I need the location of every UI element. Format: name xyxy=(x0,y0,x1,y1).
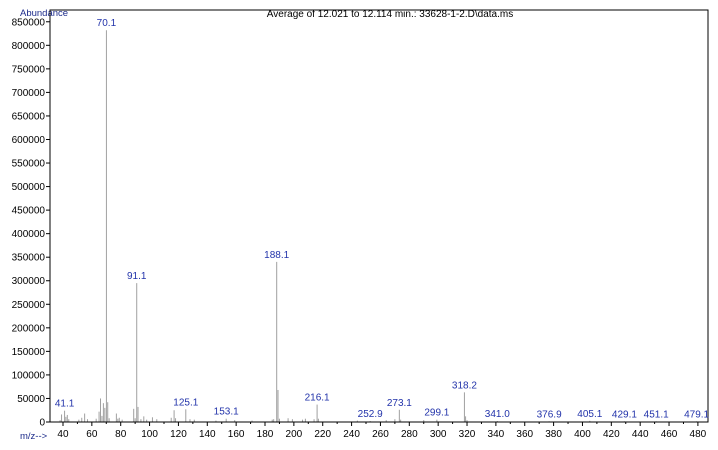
peak-label: 125.1 xyxy=(173,397,198,408)
plot-bars xyxy=(59,30,698,422)
y-tick-label: 100000 xyxy=(12,370,46,381)
y-axis-label: Abundance xyxy=(20,8,68,19)
x-tick-label: 140 xyxy=(199,429,216,440)
y-tick-label: 550000 xyxy=(12,159,46,170)
x-tick-label: 40 xyxy=(57,429,69,440)
peak-label: 299.1 xyxy=(424,408,449,419)
y-tick-label: 450000 xyxy=(12,206,46,217)
peak-label: 252.9 xyxy=(358,409,383,420)
x-tick-label: 100 xyxy=(141,429,158,440)
x-axis-label: m/z--> xyxy=(20,431,48,442)
x-tick-label: 260 xyxy=(372,429,389,440)
x-tick-label: 420 xyxy=(603,429,620,440)
peak-label: 70.1 xyxy=(97,18,117,29)
x-tick-label: 320 xyxy=(459,429,476,440)
x-tick-label: 480 xyxy=(690,429,707,440)
peak-label: 451.1 xyxy=(644,409,669,420)
peak-label: 41.1 xyxy=(55,399,75,410)
y-tick-label: 600000 xyxy=(12,135,46,146)
axes: 0 50000 100000 150000 200000 250000 300000 3500… xyxy=(12,9,709,440)
peak-label: 216.1 xyxy=(305,393,330,404)
peak-label: 405.1 xyxy=(577,409,602,420)
y-tick-label: 250000 xyxy=(12,300,46,311)
y-tick-label: 300000 xyxy=(12,276,46,287)
x-tick-label: 80 xyxy=(115,429,127,440)
y-tick-label: 750000 xyxy=(12,64,46,75)
x-tick-label: 340 xyxy=(488,429,505,440)
peak-label: 429.1 xyxy=(612,409,637,420)
peak-label: 479.1 xyxy=(684,409,709,420)
y-tick-label: 350000 xyxy=(12,253,46,264)
y-tick-label: 650000 xyxy=(12,111,46,122)
x-tick-label: 60 xyxy=(86,429,98,440)
x-tick-label: 220 xyxy=(314,429,331,440)
x-tick-label: 160 xyxy=(228,429,245,440)
y-tick-label: 150000 xyxy=(12,347,46,358)
y-tick-label: 700000 xyxy=(12,88,46,99)
x-tick-label: 400 xyxy=(574,429,591,440)
y-tick-label: 850000 xyxy=(12,17,46,28)
x-tick-label: 460 xyxy=(661,429,678,440)
x-tick-label: 240 xyxy=(343,429,360,440)
peak-label: 376.9 xyxy=(537,409,562,420)
chart-title: Average of 12.021 to 12.114 min.: 33628-… xyxy=(267,9,513,20)
peak-label: 91.1 xyxy=(127,271,147,282)
peak-label: 273.1 xyxy=(387,398,412,409)
x-tick-label: 360 xyxy=(516,429,533,440)
y-tick-label: 0 xyxy=(39,418,45,429)
x-tick-label: 280 xyxy=(401,429,418,440)
x-tick-label: 200 xyxy=(286,429,303,440)
y-tick-label: 50000 xyxy=(17,394,45,405)
peak-label: 153.1 xyxy=(214,407,239,418)
y-tick-label: 800000 xyxy=(12,41,46,52)
y-tick-label: 200000 xyxy=(12,323,46,334)
peak-label: 341.0 xyxy=(485,409,510,420)
x-tick-label: 180 xyxy=(257,429,274,440)
y-tick-label: 500000 xyxy=(12,182,46,193)
x-tick-label: 120 xyxy=(170,429,187,440)
y-tick-label: 400000 xyxy=(12,229,46,240)
peak-label: 188.1 xyxy=(264,250,289,261)
peak-label: 318.2 xyxy=(452,380,477,391)
plot-frame xyxy=(49,9,709,423)
x-tick-label: 300 xyxy=(430,429,447,440)
x-tick-label: 380 xyxy=(545,429,562,440)
x-tick-label: 440 xyxy=(632,429,649,440)
peak-labels: 41.1 70.1 91.1 125.1 153.1 188.1 216.1 252.9 273… xyxy=(55,18,710,420)
